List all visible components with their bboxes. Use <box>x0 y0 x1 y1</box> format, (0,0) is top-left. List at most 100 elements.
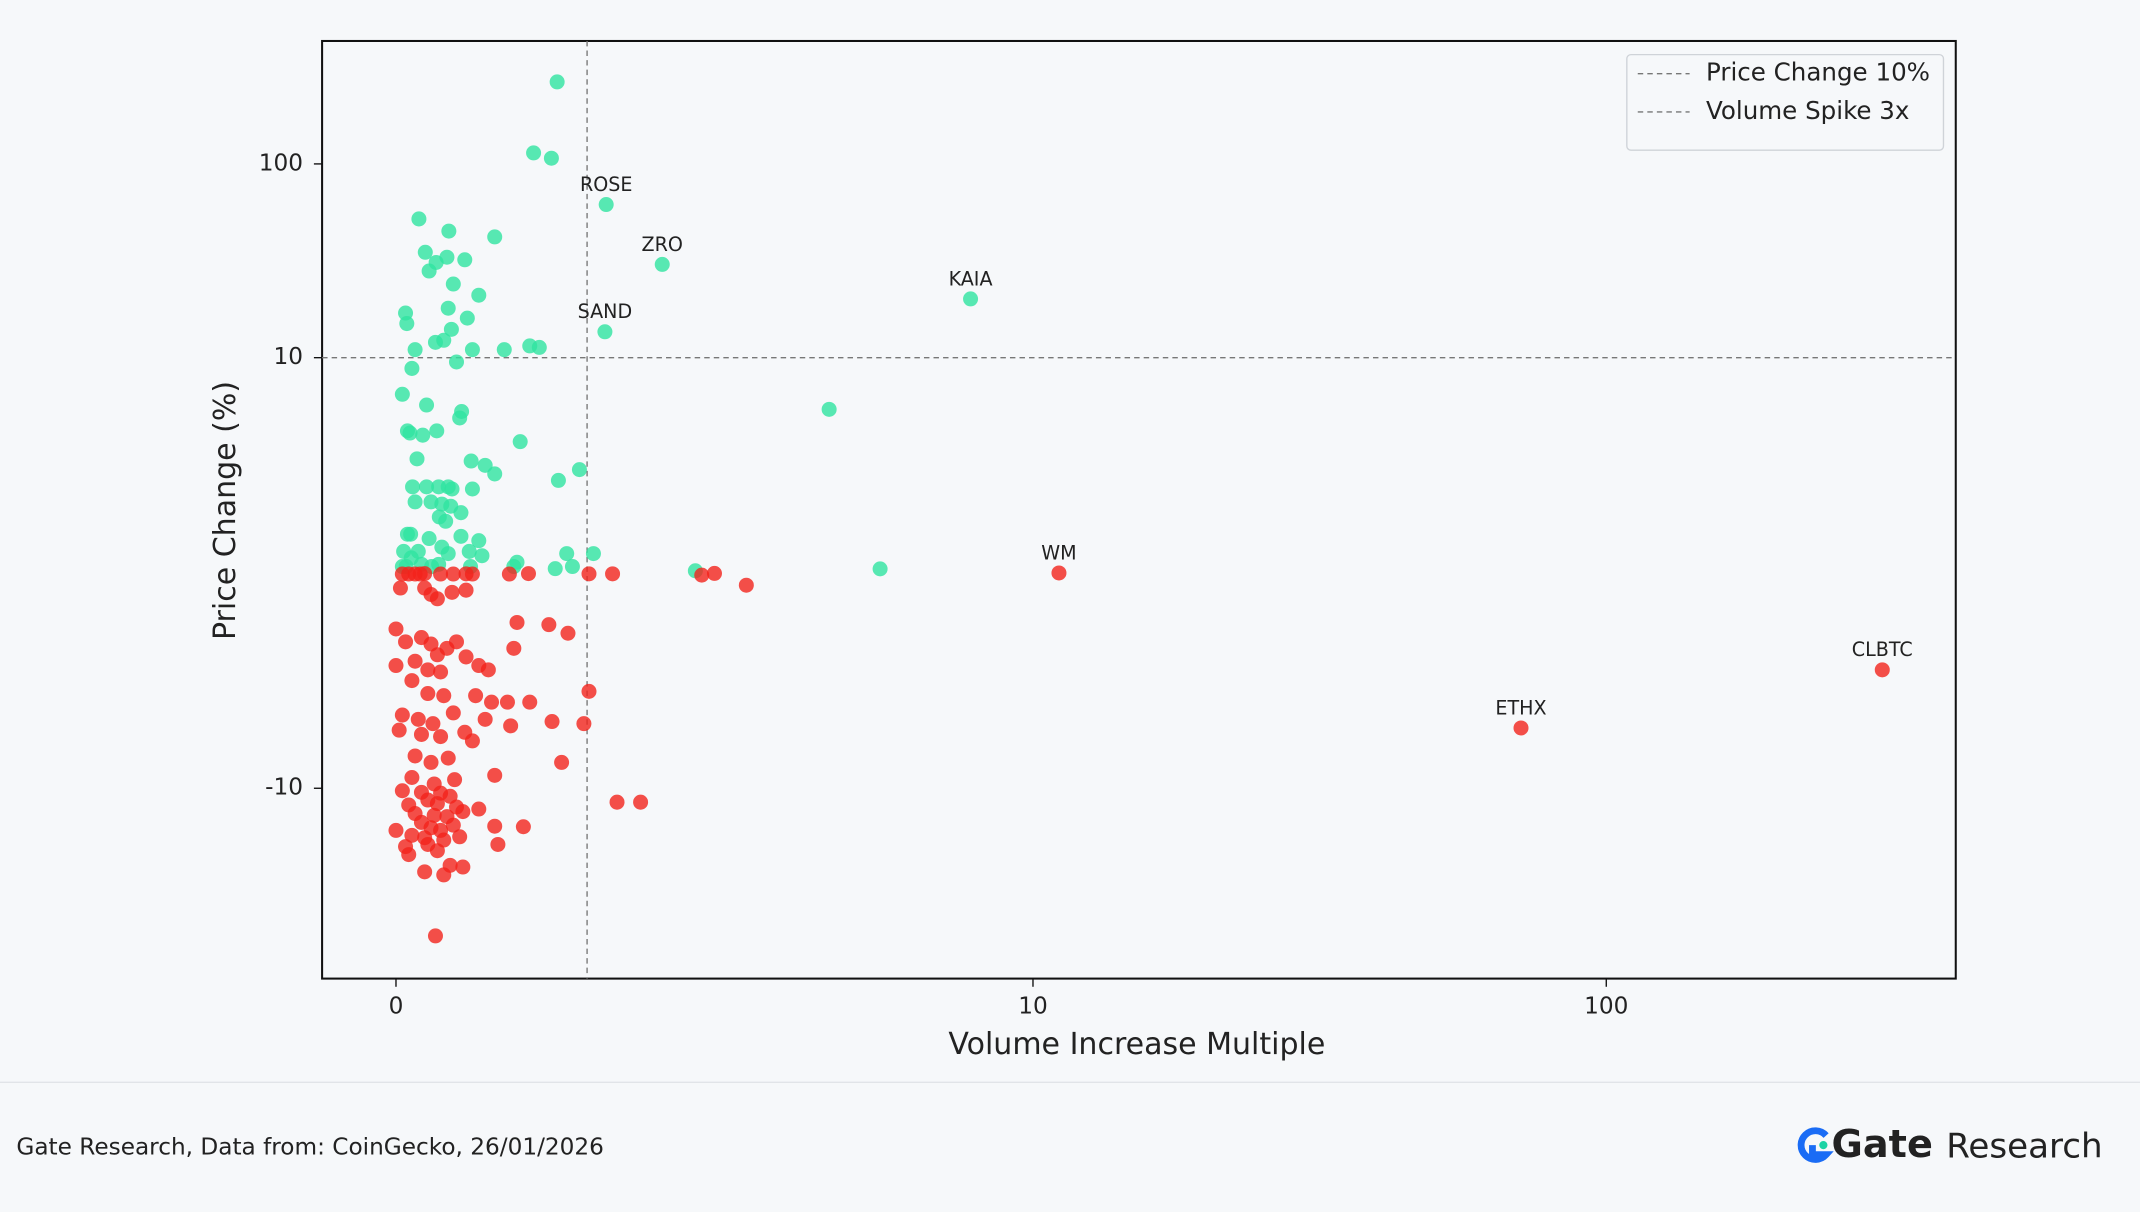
point <box>433 729 449 745</box>
x-tick-label: 100 <box>1584 993 1628 1020</box>
point <box>445 817 461 833</box>
point <box>654 256 670 272</box>
point <box>421 263 437 279</box>
point <box>388 621 404 637</box>
point <box>464 342 480 358</box>
point <box>706 565 722 581</box>
point <box>543 150 559 166</box>
point <box>581 566 597 582</box>
point <box>438 513 454 529</box>
point <box>417 580 433 596</box>
point-label: ZRO <box>642 233 683 256</box>
point <box>398 634 414 650</box>
point <box>429 843 445 859</box>
point <box>445 276 461 292</box>
point <box>433 664 449 680</box>
point <box>605 566 621 582</box>
point <box>471 801 487 817</box>
point <box>484 694 500 710</box>
point <box>457 252 473 268</box>
point <box>598 197 614 213</box>
point <box>549 74 565 90</box>
point <box>436 332 452 348</box>
point <box>541 617 557 633</box>
point <box>501 566 517 582</box>
point <box>457 724 473 740</box>
point <box>415 427 431 443</box>
point <box>394 386 410 402</box>
plot-frame <box>321 39 1957 980</box>
point <box>404 827 420 843</box>
point <box>440 300 456 316</box>
point-label: WM <box>1041 541 1076 564</box>
point <box>477 711 493 727</box>
point <box>420 686 436 702</box>
point <box>738 577 754 593</box>
logo-dot <box>1819 1141 1828 1150</box>
point <box>474 548 490 564</box>
point <box>515 819 531 835</box>
point <box>447 772 463 788</box>
point <box>522 694 538 710</box>
point <box>872 561 888 577</box>
point <box>471 287 487 303</box>
point <box>821 401 837 417</box>
point-label: SAND <box>578 300 633 323</box>
point <box>526 145 542 161</box>
legend-label: Price Change 10% <box>1706 58 1930 87</box>
point <box>388 658 404 674</box>
point <box>461 543 477 559</box>
point <box>417 244 433 260</box>
point <box>404 769 420 786</box>
y-tick-label: 100 <box>259 149 303 176</box>
point-label: ETHX <box>1495 696 1546 719</box>
plot: 0 10 100 -10 10 100 ROSE ZRO KAIA SAND WM CLBTC ETHX… <box>259 40 1956 1020</box>
logo: Gate Research <box>1797 1123 2103 1167</box>
point <box>576 716 592 732</box>
point <box>392 580 408 596</box>
point <box>503 718 519 734</box>
point <box>547 561 563 577</box>
point <box>459 310 475 326</box>
point <box>420 662 436 678</box>
point-label: ROSE <box>580 173 632 196</box>
logo-brand: Gate <box>1832 1123 1933 1167</box>
point <box>407 494 423 510</box>
legend-box <box>1626 53 1945 151</box>
point <box>407 342 423 358</box>
point <box>410 711 426 727</box>
point <box>564 559 580 575</box>
point <box>471 533 487 549</box>
point <box>388 822 404 838</box>
point <box>571 462 587 478</box>
point <box>423 754 439 770</box>
point <box>452 829 468 845</box>
x-tick-label: 0 <box>389 993 404 1020</box>
point <box>480 662 496 678</box>
point <box>404 673 420 689</box>
y-tick-label: 10 <box>273 343 303 370</box>
point <box>487 767 503 783</box>
point <box>609 794 625 810</box>
point <box>509 614 525 630</box>
point <box>487 466 503 482</box>
point <box>597 324 613 340</box>
point <box>413 726 429 742</box>
point-label: CLBTC <box>1852 638 1913 661</box>
point <box>468 688 484 704</box>
point <box>452 410 468 426</box>
point-label: KAIA <box>949 267 993 290</box>
point <box>429 423 445 439</box>
point <box>445 705 461 721</box>
point <box>560 625 576 641</box>
point <box>487 818 503 834</box>
point <box>429 796 445 812</box>
point <box>544 714 560 730</box>
point <box>531 339 547 355</box>
point <box>429 591 445 607</box>
point <box>1874 662 1890 678</box>
point <box>409 451 425 467</box>
point <box>477 457 493 473</box>
point <box>445 566 461 582</box>
y-tick-label: -10 <box>265 774 303 801</box>
